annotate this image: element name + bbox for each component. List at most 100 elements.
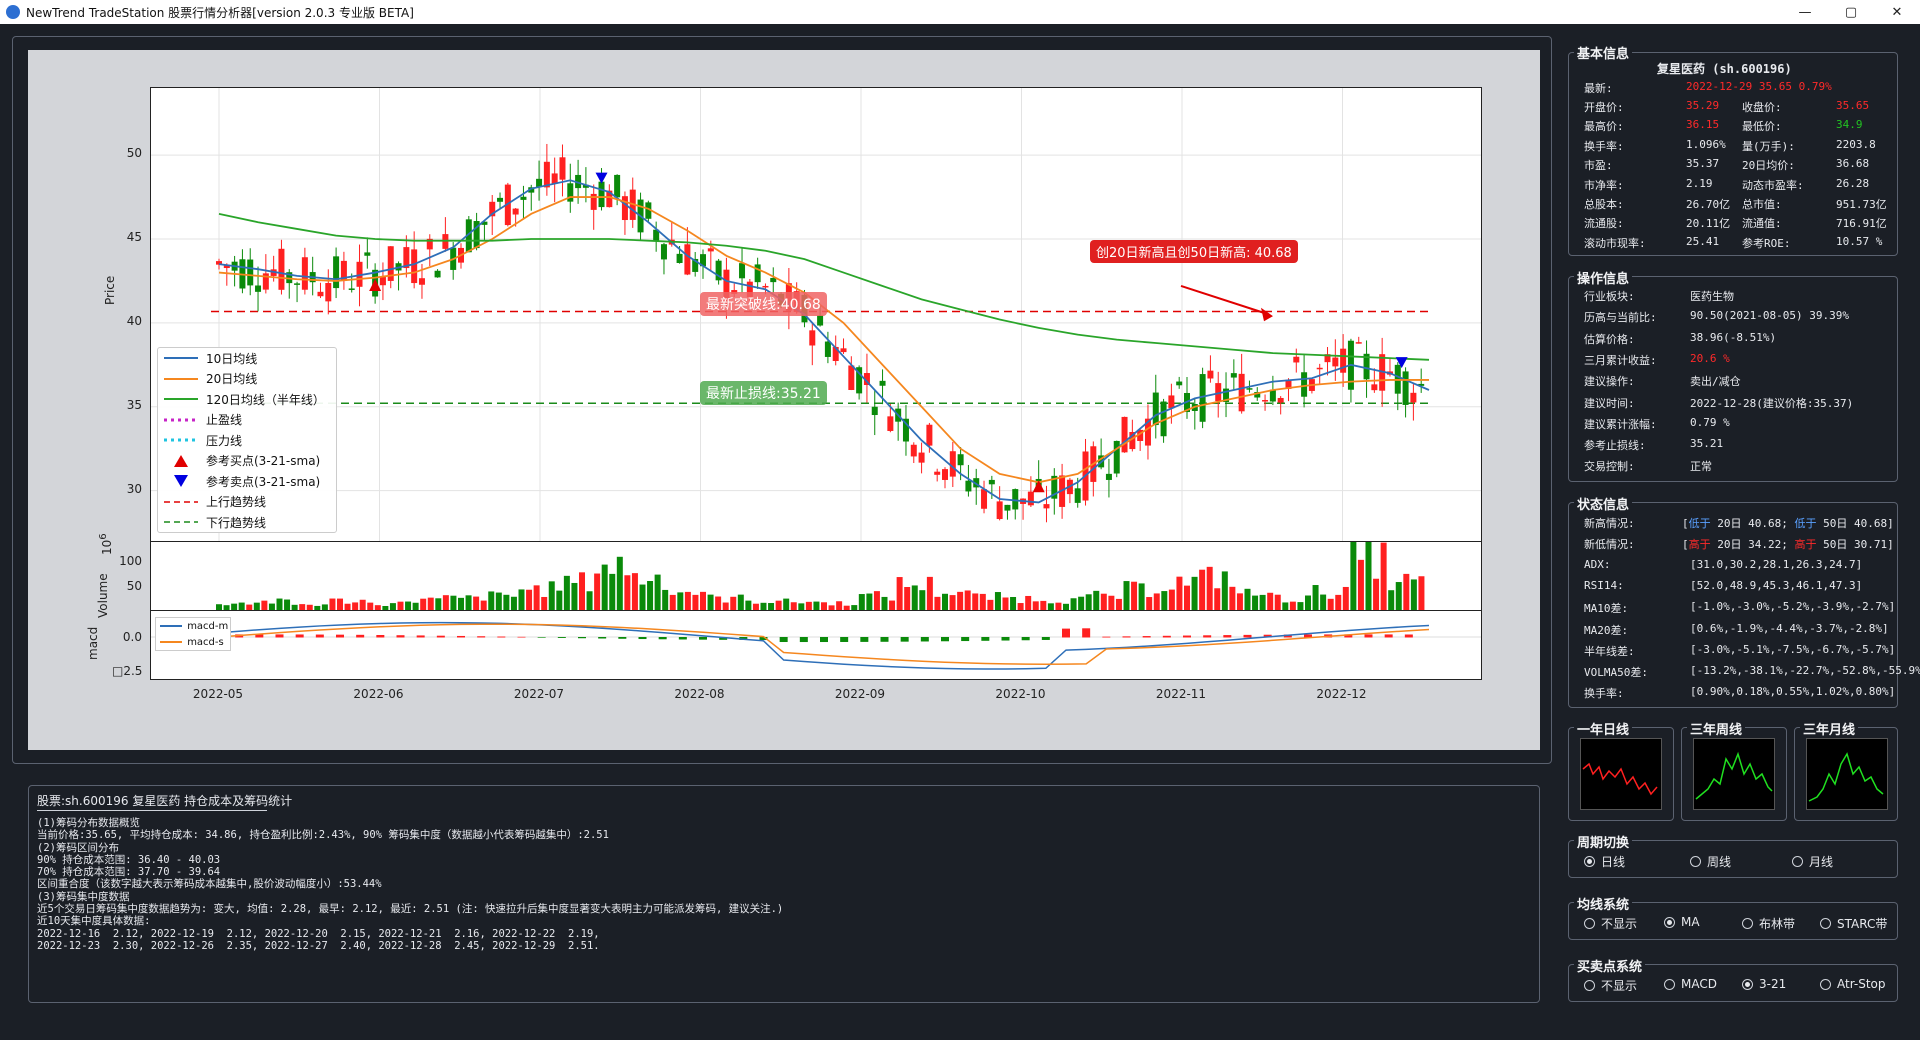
volume-bar xyxy=(783,598,790,610)
trade-system-title: 买卖点系统 xyxy=(1574,956,1646,975)
basic-label: 流通值: xyxy=(1742,217,1782,231)
volume-bar xyxy=(654,574,661,610)
radio-dot[interactable] xyxy=(1584,918,1595,929)
volume-bar xyxy=(1047,603,1054,610)
macd-hist xyxy=(981,637,990,641)
legend-item-uptrend: 上行趋势线 xyxy=(158,492,336,513)
volume-bar xyxy=(873,591,880,610)
volume-bar xyxy=(639,584,646,610)
thumb-three-week[interactable] xyxy=(1693,738,1775,810)
macd-chart-svg xyxy=(151,621,1481,670)
candle-body xyxy=(379,276,386,286)
close-button[interactable]: ✕ xyxy=(1891,4,1903,20)
trade_system-radio-2[interactable]: 3-21 xyxy=(1742,977,1786,991)
candle-body xyxy=(942,469,948,480)
volume-bar xyxy=(374,605,381,610)
legend-label: 压力线 xyxy=(206,433,243,448)
candle-body xyxy=(645,202,652,219)
radio-dot[interactable] xyxy=(1664,978,1675,990)
candle-body xyxy=(1254,391,1261,398)
candle-body xyxy=(1215,383,1222,402)
radio-dot[interactable] xyxy=(1584,980,1595,991)
operation-label: 建议操作: xyxy=(1584,375,1635,389)
new-low-50d-value: 50日 30.71] xyxy=(1816,538,1894,551)
trade_system-radio-3[interactable]: Atr-Stop xyxy=(1820,977,1885,991)
volume-bar xyxy=(1252,595,1259,610)
chart-legend: 10日均线 20日均线 120日均线（半年线） 止盈线 压力线 参考买点(3-2… xyxy=(157,347,337,533)
macd-hist xyxy=(1021,637,1030,641)
legend-label: macd-s xyxy=(187,636,224,648)
ma_system-radio-0[interactable]: 不显示 xyxy=(1584,915,1637,932)
candle-body xyxy=(739,263,746,279)
macd-hist xyxy=(1102,636,1111,638)
radio-dot[interactable] xyxy=(1820,978,1831,990)
status-value: [0.90%,0.18%,0.55%,1.02%,0.80%] xyxy=(1690,685,1896,699)
volume-bar xyxy=(420,598,427,610)
thumb-three-month[interactable] xyxy=(1806,738,1888,810)
radio-dot[interactable] xyxy=(1820,918,1831,929)
candle-body xyxy=(559,157,566,180)
period-radio-0[interactable]: 日线 xyxy=(1584,853,1625,870)
period-frame xyxy=(1568,840,1898,878)
macd-hist xyxy=(396,635,405,638)
volume-bar xyxy=(1100,593,1107,610)
candle-body xyxy=(1121,416,1128,453)
status-label: ADX: xyxy=(1584,557,1611,571)
trade_system-radio-0[interactable]: 不显示 xyxy=(1584,977,1637,994)
price-tick: 30 xyxy=(126,481,142,496)
volume-bar xyxy=(480,600,487,610)
radio-dot[interactable] xyxy=(1584,856,1595,867)
basic-value: 1.096% xyxy=(1686,137,1726,151)
radio-dot[interactable] xyxy=(1742,918,1753,929)
date-tick: 2022-05 xyxy=(192,687,244,701)
volume-bar xyxy=(261,600,268,610)
macd-hist xyxy=(1243,634,1252,638)
period-radio-1[interactable]: 周线 xyxy=(1690,853,1731,870)
macd-hist xyxy=(618,637,627,639)
volume-bar xyxy=(700,591,706,610)
volume-bar xyxy=(1289,601,1296,610)
basic-label: 量(万手): xyxy=(1742,139,1795,153)
status-label: 半年线差: xyxy=(1584,644,1635,658)
candle-body xyxy=(863,373,870,386)
operation-info-frame xyxy=(1568,276,1898,482)
candle-body xyxy=(1340,348,1347,373)
radio-label: MACD xyxy=(1681,977,1717,991)
volume-bar xyxy=(866,593,873,610)
ma_system-radio-2[interactable]: 布林带 xyxy=(1742,915,1795,932)
volume-bar xyxy=(533,585,540,610)
operation-value: 医药生物 xyxy=(1690,290,1734,303)
volume-bar xyxy=(253,602,260,610)
new-low-value: [高于 20日 34.22; 高于 50日 30.71] xyxy=(1682,538,1894,551)
volume-bar xyxy=(397,601,404,610)
candle-body xyxy=(879,380,886,386)
period-radio-2[interactable]: 月线 xyxy=(1792,853,1833,870)
radio-dot[interactable] xyxy=(1690,856,1701,867)
stoploss-annotation: 最新止损线:35.21 xyxy=(700,381,827,405)
basic-value: 2203.8 xyxy=(1836,137,1876,151)
trade_system-radio-1[interactable]: MACD xyxy=(1664,977,1717,991)
candle-body xyxy=(1371,384,1378,391)
ma_system-radio-1[interactable]: MA xyxy=(1664,915,1700,929)
candle-body xyxy=(411,249,418,284)
candle-body xyxy=(1051,475,1058,499)
volume-bar xyxy=(359,599,366,610)
legend-label: 参考卖点(3-21-sma) xyxy=(206,474,321,489)
volume-bar xyxy=(798,603,805,610)
radio-dot[interactable] xyxy=(1664,916,1675,928)
thumb-year-daily[interactable] xyxy=(1580,738,1662,810)
date-tick: 2022-12 xyxy=(1316,687,1367,701)
minimize-button[interactable]: — xyxy=(1798,4,1812,20)
candle-body xyxy=(996,501,1003,520)
radio-dot[interactable] xyxy=(1792,856,1803,867)
volume-bar xyxy=(291,604,298,610)
basic-value: 35.37 xyxy=(1686,157,1720,171)
volume-bar xyxy=(526,589,533,610)
status-label: MA20差: xyxy=(1584,623,1629,637)
volume-bar xyxy=(926,576,933,610)
candle-body xyxy=(582,184,589,188)
ma_system-radio-3[interactable]: STARC带 xyxy=(1820,915,1887,932)
maximize-button[interactable]: ▢ xyxy=(1844,4,1858,20)
legend-item-buy: 参考买点(3-21-sma) xyxy=(158,451,336,472)
radio-dot[interactable] xyxy=(1742,978,1753,990)
